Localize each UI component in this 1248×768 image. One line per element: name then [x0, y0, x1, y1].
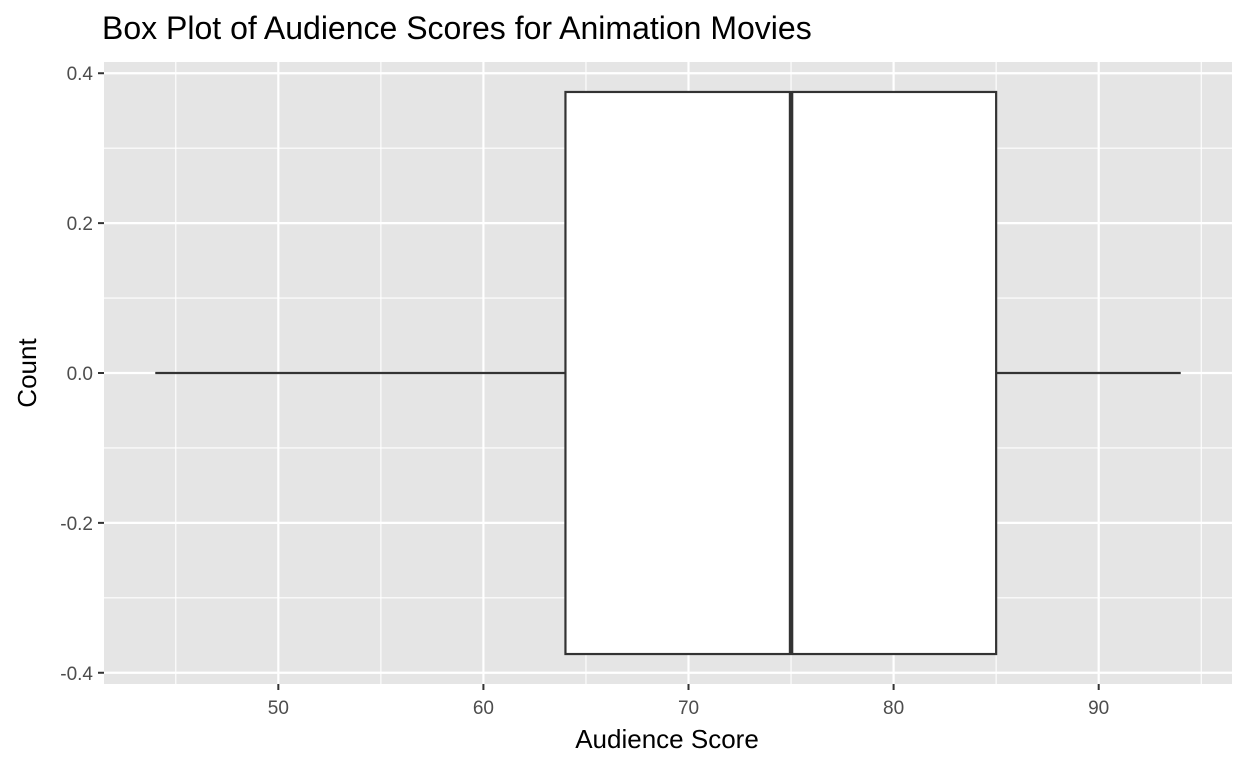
- x-tick-label: 90: [1088, 698, 1109, 719]
- interquartile-box: [564, 90, 998, 656]
- y-tick-label: -0.4: [60, 664, 93, 685]
- y-tick-label: 0.2: [67, 214, 93, 235]
- x-tick-label: 60: [473, 698, 494, 719]
- y-tick-label: 0.0: [67, 364, 93, 385]
- y-tick-label: 0.4: [67, 64, 94, 85]
- x-tick-label: 50: [268, 698, 289, 719]
- x-axis-ticks: 50 60 70 80 90: [268, 684, 1109, 719]
- box-marks: [155, 90, 1181, 656]
- y-axis-title: Count: [12, 338, 42, 408]
- x-tick-label: 80: [883, 698, 904, 719]
- y-tick-label: -0.2: [60, 514, 93, 535]
- x-tick-label: 70: [678, 698, 699, 719]
- chart-title: Box Plot of Audience Scores for Animatio…: [102, 10, 812, 46]
- x-axis-title: Audience Score: [575, 724, 759, 754]
- y-axis-ticks: 0.4 0.2 0.0 -0.2 -0.4: [60, 64, 104, 685]
